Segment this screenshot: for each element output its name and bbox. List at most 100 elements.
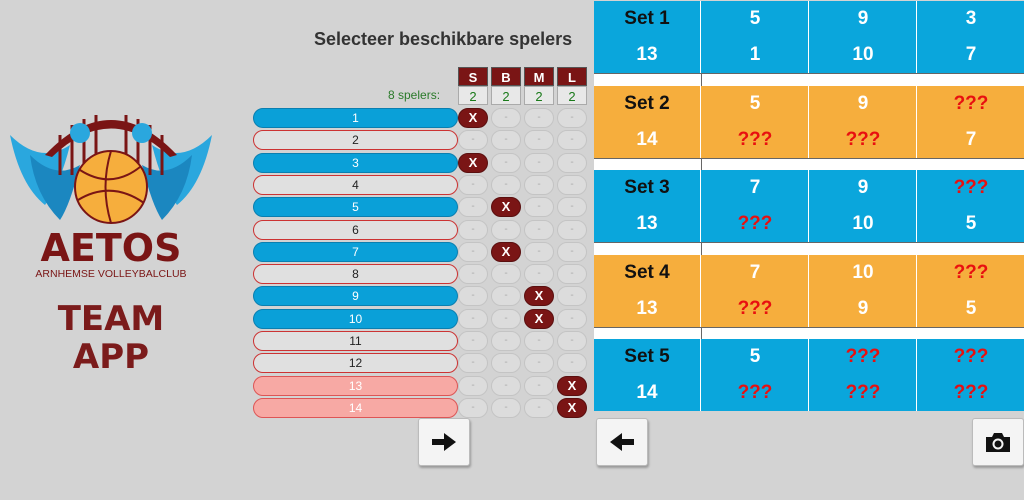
lineup-cell[interactable]: ???	[918, 170, 1024, 206]
player-row-11[interactable]: 11	[253, 331, 458, 351]
lineup-cell[interactable]: ???	[702, 206, 809, 242]
position-toggle[interactable]: -	[557, 353, 587, 374]
position-toggle[interactable]: X	[524, 286, 554, 307]
position-toggle[interactable]: -	[458, 264, 488, 285]
position-toggle[interactable]: X	[458, 108, 488, 128]
position-toggle[interactable]: -	[458, 331, 488, 351]
position-toggle[interactable]: -	[557, 219, 587, 240]
lineup-cell[interactable]: 5	[702, 85, 809, 122]
position-toggle[interactable]: -	[491, 286, 521, 307]
position-toggle[interactable]: -	[458, 308, 488, 329]
position-toggle[interactable]: X	[491, 241, 521, 262]
player-row-8[interactable]: 8	[253, 264, 458, 285]
player-row-10[interactable]: 10	[253, 308, 458, 329]
position-toggle[interactable]: -	[557, 286, 587, 307]
position-toggle[interactable]: X	[524, 308, 554, 329]
position-toggle[interactable]: -	[524, 353, 554, 374]
lineup-cell[interactable]: 9	[810, 170, 917, 206]
position-toggle[interactable]: -	[557, 108, 587, 128]
lineup-cell[interactable]: 7	[702, 254, 809, 291]
position-toggle[interactable]: -	[491, 353, 521, 374]
player-row-7[interactable]: 7	[253, 241, 458, 262]
lineup-cell[interactable]: 1	[702, 37, 809, 73]
lineup-cell[interactable]: 13	[594, 37, 701, 73]
position-toggle[interactable]: -	[557, 174, 587, 195]
lineup-cell[interactable]: 7	[918, 37, 1024, 73]
lineup-cell[interactable]: ???	[810, 375, 917, 411]
position-toggle[interactable]: -	[524, 397, 554, 418]
position-toggle[interactable]: -	[491, 331, 521, 351]
position-toggle[interactable]: -	[557, 331, 587, 351]
position-toggle[interactable]: -	[458, 397, 488, 418]
lineup-cell[interactable]: ???	[702, 290, 809, 327]
lineup-cell[interactable]: ???	[918, 339, 1024, 375]
position-toggle[interactable]: -	[557, 197, 587, 218]
position-toggle[interactable]: -	[458, 174, 488, 195]
lineup-cell[interactable]: 14	[594, 375, 701, 411]
lineup-cell[interactable]: 5	[918, 206, 1024, 242]
position-toggle[interactable]: -	[557, 308, 587, 329]
lineup-cell[interactable]: ???	[810, 121, 917, 158]
player-row-2[interactable]: 2	[253, 130, 458, 151]
lineup-cell[interactable]: 3	[918, 1, 1024, 37]
lineup-cell[interactable]: 7	[918, 122, 1024, 158]
position-toggle[interactable]: -	[491, 219, 521, 240]
lineup-cell[interactable]: ???	[918, 375, 1024, 411]
position-toggle[interactable]: -	[491, 264, 521, 285]
player-row-13[interactable]: 13	[253, 375, 458, 396]
position-toggle[interactable]: -	[458, 353, 488, 374]
lineup-cell[interactable]: 14	[594, 121, 701, 158]
lineup-cell[interactable]: ???	[810, 339, 917, 375]
lineup-cell[interactable]: ???	[702, 375, 809, 411]
position-toggle[interactable]: -	[491, 397, 521, 418]
position-toggle[interactable]: -	[524, 331, 554, 351]
player-row-6[interactable]: 6	[253, 219, 458, 240]
lineup-cell[interactable]: 9	[810, 290, 917, 327]
position-toggle[interactable]: -	[491, 375, 521, 396]
position-toggle[interactable]: -	[524, 174, 554, 195]
lineup-cell[interactable]: ???	[918, 255, 1024, 291]
lineup-cell[interactable]: ???	[702, 121, 809, 158]
position-toggle[interactable]: -	[557, 152, 587, 173]
position-toggle[interactable]: X	[557, 375, 587, 396]
position-toggle[interactable]: -	[524, 197, 554, 218]
position-toggle[interactable]: -	[491, 174, 521, 195]
player-row-9[interactable]: 9	[253, 286, 458, 307]
lineup-cell[interactable]: 10	[810, 254, 917, 291]
lineup-cell[interactable]: 5	[702, 339, 809, 375]
player-row-5[interactable]: 5	[253, 197, 458, 218]
lineup-cell[interactable]: 5	[702, 1, 809, 37]
position-toggle[interactable]: -	[524, 108, 554, 128]
player-row-3[interactable]: 3	[253, 152, 458, 173]
lineup-cell[interactable]: 9	[810, 1, 917, 37]
position-toggle[interactable]: -	[524, 219, 554, 240]
lineup-cell[interactable]: 13	[594, 290, 701, 327]
lineup-cell[interactable]: ???	[918, 86, 1024, 122]
position-toggle[interactable]: -	[458, 241, 488, 262]
lineup-cell[interactable]: 13	[594, 206, 701, 242]
position-toggle[interactable]: -	[458, 219, 488, 240]
position-toggle[interactable]: -	[524, 264, 554, 285]
position-toggle[interactable]: -	[557, 264, 587, 285]
position-toggle[interactable]: -	[458, 286, 488, 307]
lineup-cell[interactable]: 10	[810, 206, 917, 242]
position-toggle[interactable]: -	[491, 108, 521, 128]
player-row-1[interactable]: 1	[253, 108, 458, 128]
position-toggle[interactable]: -	[458, 130, 488, 151]
position-toggle[interactable]: X	[458, 152, 488, 173]
lineup-cell[interactable]: 7	[702, 170, 809, 206]
position-toggle[interactable]: -	[524, 152, 554, 173]
player-row-14[interactable]: 14	[253, 397, 458, 418]
position-toggle[interactable]: -	[491, 152, 521, 173]
lineup-cell[interactable]: 5	[918, 291, 1024, 327]
position-toggle[interactable]: -	[491, 130, 521, 151]
position-toggle[interactable]: -	[524, 241, 554, 262]
position-toggle[interactable]: -	[458, 375, 488, 396]
position-toggle[interactable]: -	[557, 130, 587, 151]
next-button[interactable]	[418, 418, 470, 466]
position-toggle[interactable]: -	[491, 308, 521, 329]
player-row-12[interactable]: 12	[253, 353, 458, 374]
position-toggle[interactable]: -	[524, 375, 554, 396]
position-toggle[interactable]: -	[458, 197, 488, 218]
lineup-cell[interactable]: 10	[810, 37, 917, 73]
